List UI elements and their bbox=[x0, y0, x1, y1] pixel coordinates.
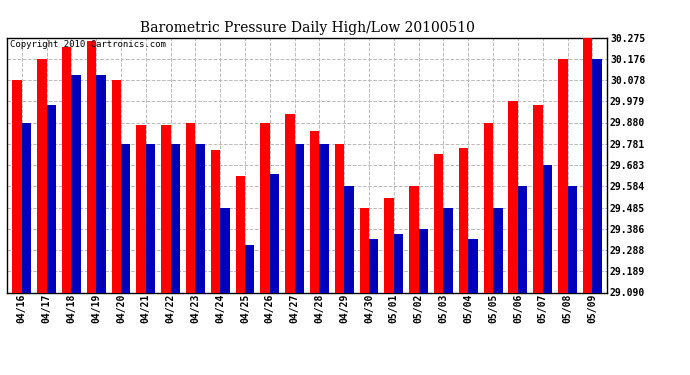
Bar bbox=[335, 144, 344, 292]
Bar bbox=[469, 239, 477, 292]
Bar bbox=[359, 207, 369, 292]
Bar bbox=[344, 186, 354, 292]
Bar bbox=[195, 144, 205, 292]
Bar bbox=[285, 114, 295, 292]
Bar bbox=[12, 80, 22, 292]
Bar bbox=[444, 207, 453, 292]
Bar bbox=[62, 47, 71, 292]
Bar bbox=[71, 75, 81, 292]
Bar bbox=[369, 239, 379, 292]
Bar bbox=[409, 186, 419, 292]
Bar bbox=[146, 144, 155, 292]
Bar bbox=[484, 123, 493, 292]
Title: Barometric Pressure Daily High/Low 20100510: Barometric Pressure Daily High/Low 20100… bbox=[139, 21, 475, 35]
Bar bbox=[394, 234, 403, 292]
Bar bbox=[509, 101, 518, 292]
Bar bbox=[220, 207, 230, 292]
Bar bbox=[161, 124, 170, 292]
Bar bbox=[319, 144, 329, 292]
Text: Copyright 2010 Cartronics.com: Copyright 2010 Cartronics.com bbox=[10, 40, 166, 49]
Bar bbox=[260, 123, 270, 292]
Bar bbox=[459, 148, 469, 292]
Bar bbox=[137, 124, 146, 292]
Bar bbox=[186, 123, 195, 292]
Bar bbox=[235, 176, 245, 292]
Bar bbox=[384, 198, 394, 292]
Bar bbox=[22, 123, 31, 292]
Bar bbox=[245, 245, 255, 292]
Bar bbox=[295, 144, 304, 292]
Bar bbox=[533, 105, 543, 292]
Bar bbox=[87, 41, 96, 292]
Bar bbox=[543, 165, 552, 292]
Bar bbox=[112, 80, 121, 292]
Bar bbox=[518, 186, 527, 292]
Bar bbox=[37, 59, 47, 292]
Bar bbox=[211, 150, 220, 292]
Bar bbox=[170, 144, 180, 292]
Bar bbox=[434, 154, 444, 292]
Bar bbox=[47, 105, 56, 292]
Bar bbox=[558, 59, 567, 292]
Bar bbox=[96, 75, 106, 292]
Bar bbox=[592, 59, 602, 292]
Bar bbox=[310, 131, 319, 292]
Bar bbox=[583, 38, 592, 292]
Bar bbox=[419, 229, 428, 292]
Bar bbox=[567, 186, 577, 292]
Bar bbox=[493, 207, 502, 292]
Bar bbox=[121, 144, 130, 292]
Bar bbox=[270, 174, 279, 292]
